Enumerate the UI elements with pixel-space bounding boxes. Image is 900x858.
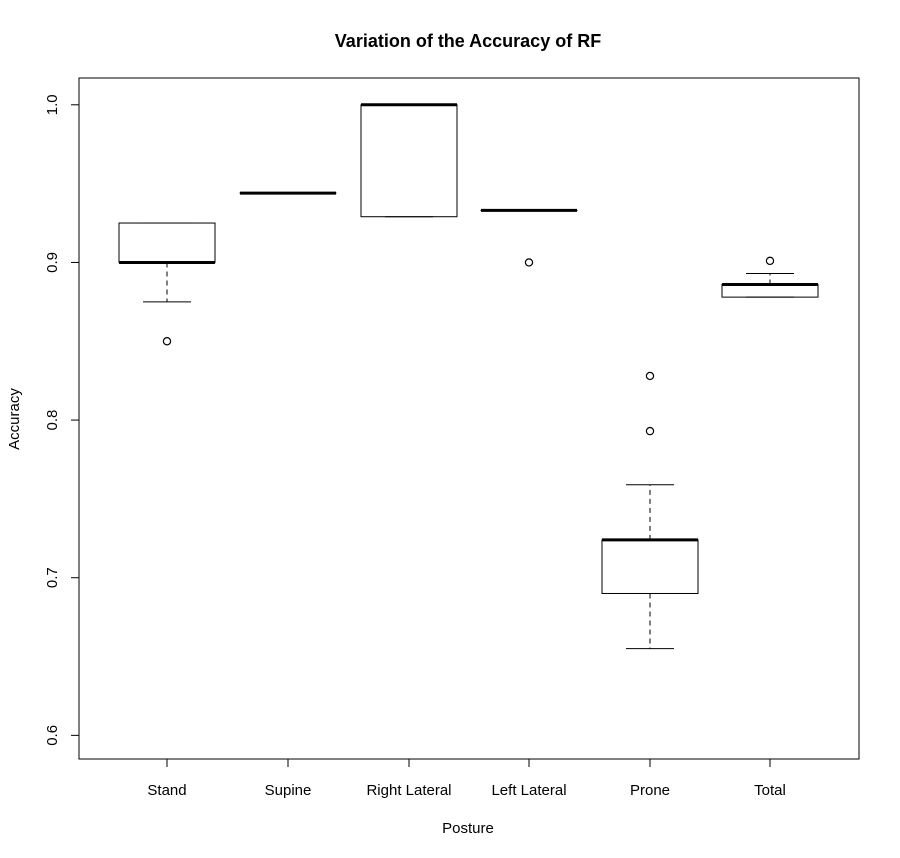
y-tick-label: 0.9 <box>44 252 61 273</box>
x-tick-label: Supine <box>265 782 312 799</box>
box-total <box>721 284 819 298</box>
y-tick-label: 0.8 <box>44 410 61 431</box>
box-prone <box>601 539 699 594</box>
box-stand <box>118 222 216 263</box>
outlier-prone <box>645 426 655 436</box>
outlier-prone <box>645 371 655 381</box>
y-axis-label: Accuracy <box>6 388 23 450</box>
x-tick-label: Prone <box>630 782 670 799</box>
x-tick-label: Total <box>754 782 786 799</box>
outlier-left-lateral <box>524 258 534 267</box>
x-tick-label: Left Lateral <box>491 782 566 799</box>
y-tick-label: 0.7 <box>44 567 61 588</box>
plot-marks: 0.6 0.7 0.8 0.9 1.0 Stand Supine Right Lateral L… <box>44 94 819 799</box>
y-tick-label: 1.0 <box>44 94 61 115</box>
plot-frame <box>78 77 860 760</box>
chart-title: Variation of the Accuracy of RF <box>335 31 601 51</box>
x-tick-label: Right Lateral <box>366 782 451 799</box>
outlier-total <box>765 256 775 266</box>
outlier-stand <box>162 337 172 346</box>
y-tick-label: 0.6 <box>44 725 61 746</box>
x-axis-label: Posture <box>442 820 494 837</box>
box-right-lateral <box>360 104 458 218</box>
x-tick-label: Stand <box>147 782 186 799</box>
